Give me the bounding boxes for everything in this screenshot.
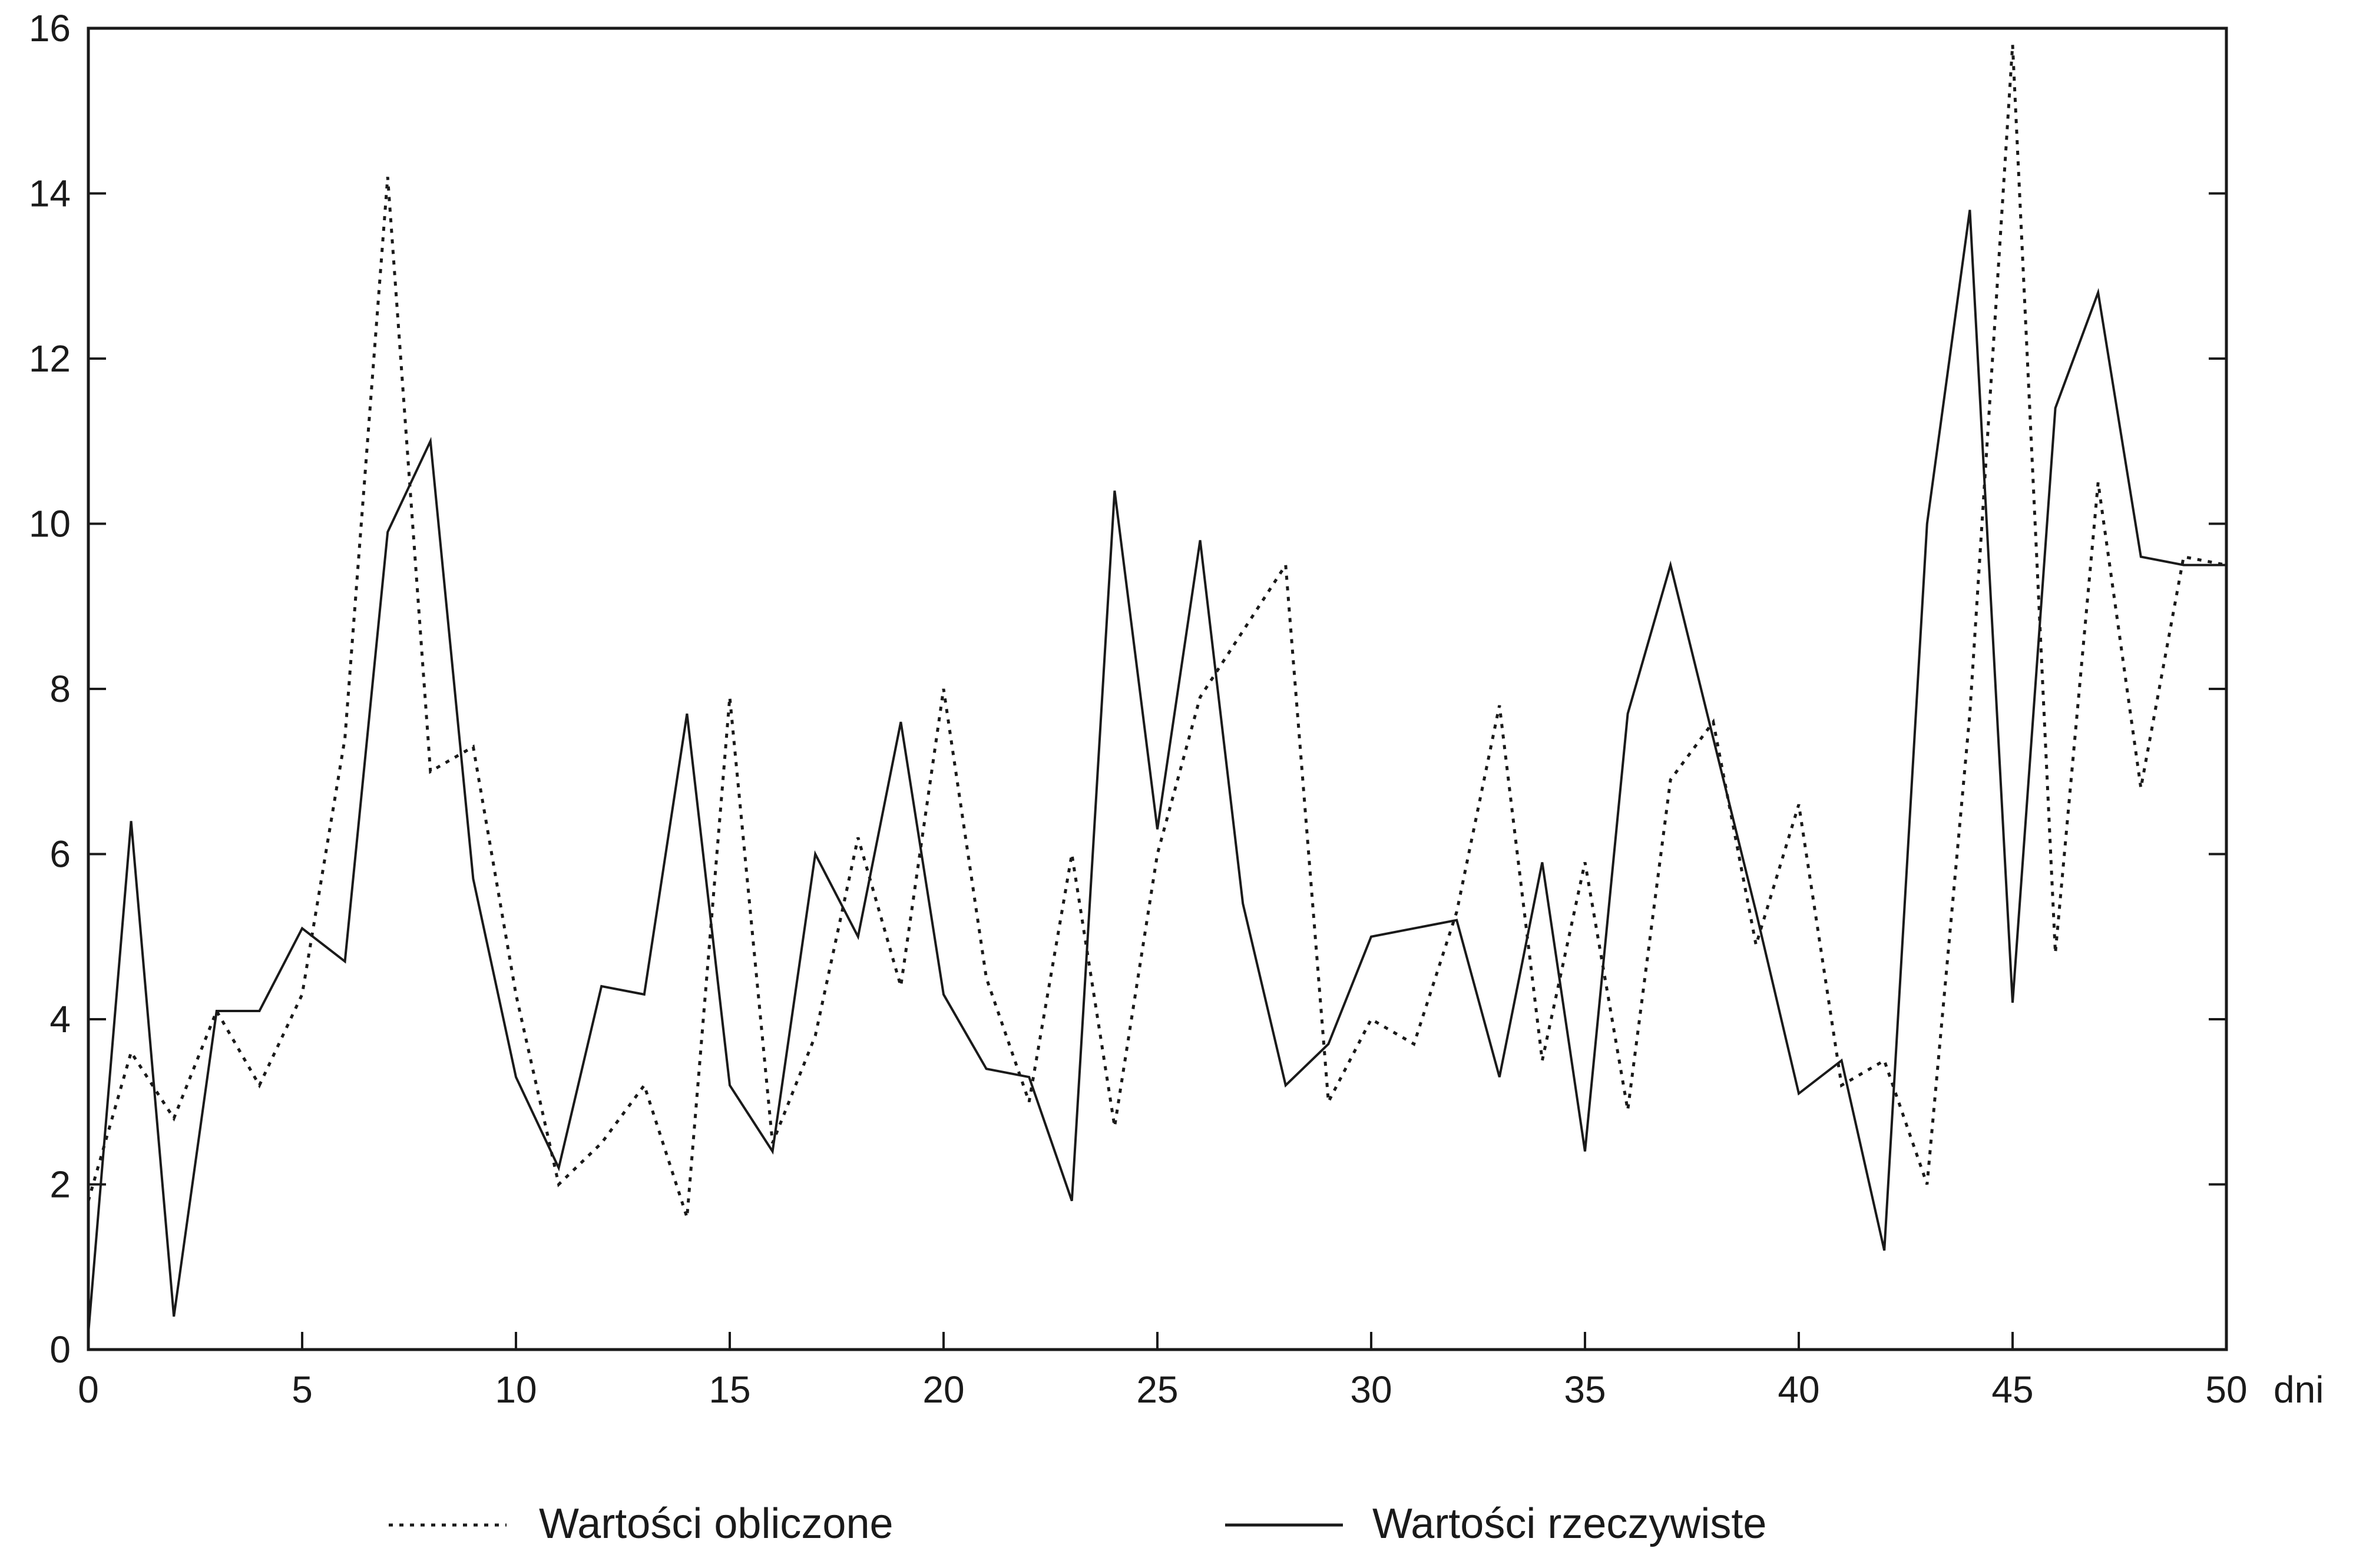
- legend-label-actual: Wartości rzeczywiste: [1372, 1500, 1766, 1547]
- x-tick-label: 15: [709, 1368, 750, 1411]
- x-tick-label: 45: [1991, 1368, 2033, 1411]
- legend-label-calculated: Wartości obliczone: [539, 1500, 894, 1547]
- y-tick-label: 2: [49, 1163, 71, 1206]
- x-tick-label: 20: [922, 1368, 964, 1411]
- plot-frame: [87, 26, 2228, 1351]
- legend: Wartości obliczone Wartości rzeczywiste: [389, 1500, 1766, 1547]
- series-line-actual: [87, 210, 2226, 1334]
- x-axis-label: dni: [2274, 1368, 2324, 1411]
- x-tick-label: 0: [78, 1368, 99, 1411]
- y-tick-label: 14: [29, 173, 71, 215]
- y-tick-label: 0: [49, 1328, 71, 1371]
- y-tick-label: 8: [49, 668, 71, 710]
- x-tick-label: 40: [1778, 1368, 1819, 1411]
- series-group: [87, 44, 2227, 1334]
- x-tick-label: 10: [495, 1368, 537, 1411]
- x-axis-ticks: 0 5 10 15 20 25 30 35 40 45 50: [78, 1332, 2248, 1411]
- y-axis-ticks: 0 2 4 6 8 10 12 14 16: [29, 7, 2226, 1371]
- y-tick-label: 10: [29, 503, 71, 545]
- x-tick-label: 25: [1136, 1368, 1178, 1411]
- x-tick-label: 35: [1564, 1368, 1606, 1411]
- y-tick-label: 6: [49, 833, 71, 876]
- x-tick-label: 5: [292, 1368, 313, 1411]
- x-tick-label: 50: [2205, 1368, 2247, 1411]
- x-tick-label: 30: [1350, 1368, 1392, 1411]
- y-tick-label: 16: [29, 7, 71, 49]
- y-tick-label: 12: [29, 337, 71, 380]
- y-tick-label: 4: [49, 998, 71, 1040]
- series-line-calculated: [87, 44, 2227, 1218]
